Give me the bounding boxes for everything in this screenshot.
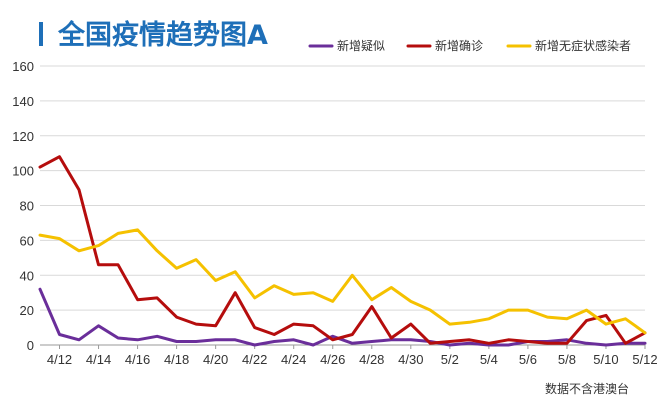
y-tick-label: 80 — [20, 199, 34, 214]
title-accent-bar — [39, 22, 43, 46]
x-tick-label: 4/14 — [86, 352, 111, 367]
x-tick-label: 5/8 — [558, 352, 576, 367]
x-tick-label: 5/6 — [519, 352, 537, 367]
y-tick-label: 60 — [20, 233, 34, 248]
y-tick-label: 0 — [27, 338, 34, 353]
y-tick-label: 20 — [20, 303, 34, 318]
legend-label-2: 新增确诊 — [435, 38, 483, 53]
x-tick-label: 5/12 — [632, 352, 657, 367]
series-line-3 — [38, 228, 647, 335]
series-line-2 — [38, 155, 647, 345]
x-tick-label: 5/10 — [593, 352, 618, 367]
legend-label-3: 新增无症状感染者 — [535, 38, 631, 53]
x-axis: 4/12 4/14 4/16 4/18 4/20 4/22 4/24 4/26 4/28 4/30… — [47, 345, 658, 367]
plot-area — [38, 155, 647, 347]
x-tick-label: 5/2 — [441, 352, 459, 367]
x-tick-label: 4/28 — [359, 352, 384, 367]
y-tick-label: 40 — [20, 268, 34, 283]
x-tick-label: 4/26 — [320, 352, 345, 367]
y-tick-label: 160 — [12, 59, 34, 74]
data-note: 数据不含港澳台 — [545, 381, 629, 396]
x-tick-label: 4/18 — [164, 352, 189, 367]
y-tick-label: 140 — [12, 94, 34, 109]
legend-label-1: 新增疑似 — [337, 38, 385, 53]
legend: 新增疑似 新增确诊 新增无症状感染者 — [308, 38, 631, 53]
y-tick-label: 100 — [12, 164, 34, 179]
y-tick-label: 120 — [12, 129, 34, 144]
x-tick-label: 4/16 — [125, 352, 150, 367]
x-tick-label: 4/24 — [281, 352, 306, 367]
chart-title: 全国疫情趋势图A — [57, 19, 268, 51]
gridlines — [40, 65, 645, 346]
x-tick-label: 4/20 — [203, 352, 228, 367]
x-tick-label: 5/4 — [480, 352, 498, 367]
y-axis: 0 20 40 60 80 100 120 140 160 — [12, 59, 34, 353]
x-tick-label: 4/12 — [47, 352, 72, 367]
x-tick-label: 4/30 — [398, 352, 423, 367]
x-tick-label: 4/22 — [242, 352, 267, 367]
